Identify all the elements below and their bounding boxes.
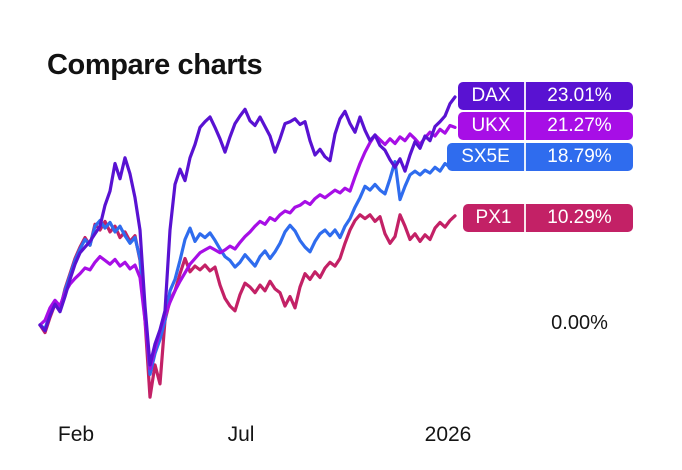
legend-badge-px1: PX1 10.29% xyxy=(463,204,633,232)
legend-label-dax: DAX xyxy=(471,85,511,106)
legend-value-sx5e: 18.79% xyxy=(547,146,612,167)
series-line-sx5e xyxy=(38,158,457,376)
baseline-zero-label: 0.00% xyxy=(551,312,608,334)
series-line-ukx xyxy=(38,123,457,371)
x-axis-tick-jul: Jul xyxy=(227,423,255,446)
series-line-px1 xyxy=(38,213,457,399)
x-axis-tick-feb: Feb xyxy=(57,423,95,446)
legend-badge-sx5e: SX5E 18.79% xyxy=(447,143,633,171)
legend-divider xyxy=(524,112,526,140)
legend-label-sx5e: SX5E xyxy=(461,146,510,167)
legend-badge-dax: DAX 23.01% xyxy=(458,82,633,110)
legend-divider xyxy=(524,204,526,232)
legend-badge-ukx: UKX 21.27% xyxy=(458,112,633,140)
page-title: Compare charts xyxy=(47,49,263,82)
x-axis-tick-2026: 2026 xyxy=(424,423,472,446)
legend-label-ukx: UKX xyxy=(471,115,511,136)
legend-value-px1: 10.29% xyxy=(547,207,612,228)
legend-divider xyxy=(524,82,526,110)
legend-value-ukx: 21.27% xyxy=(547,115,612,136)
series-line-dax xyxy=(38,95,457,367)
legend-label-px1: PX1 xyxy=(475,207,512,228)
legend-value-dax: 23.01% xyxy=(547,85,612,106)
legend-divider xyxy=(524,143,526,171)
